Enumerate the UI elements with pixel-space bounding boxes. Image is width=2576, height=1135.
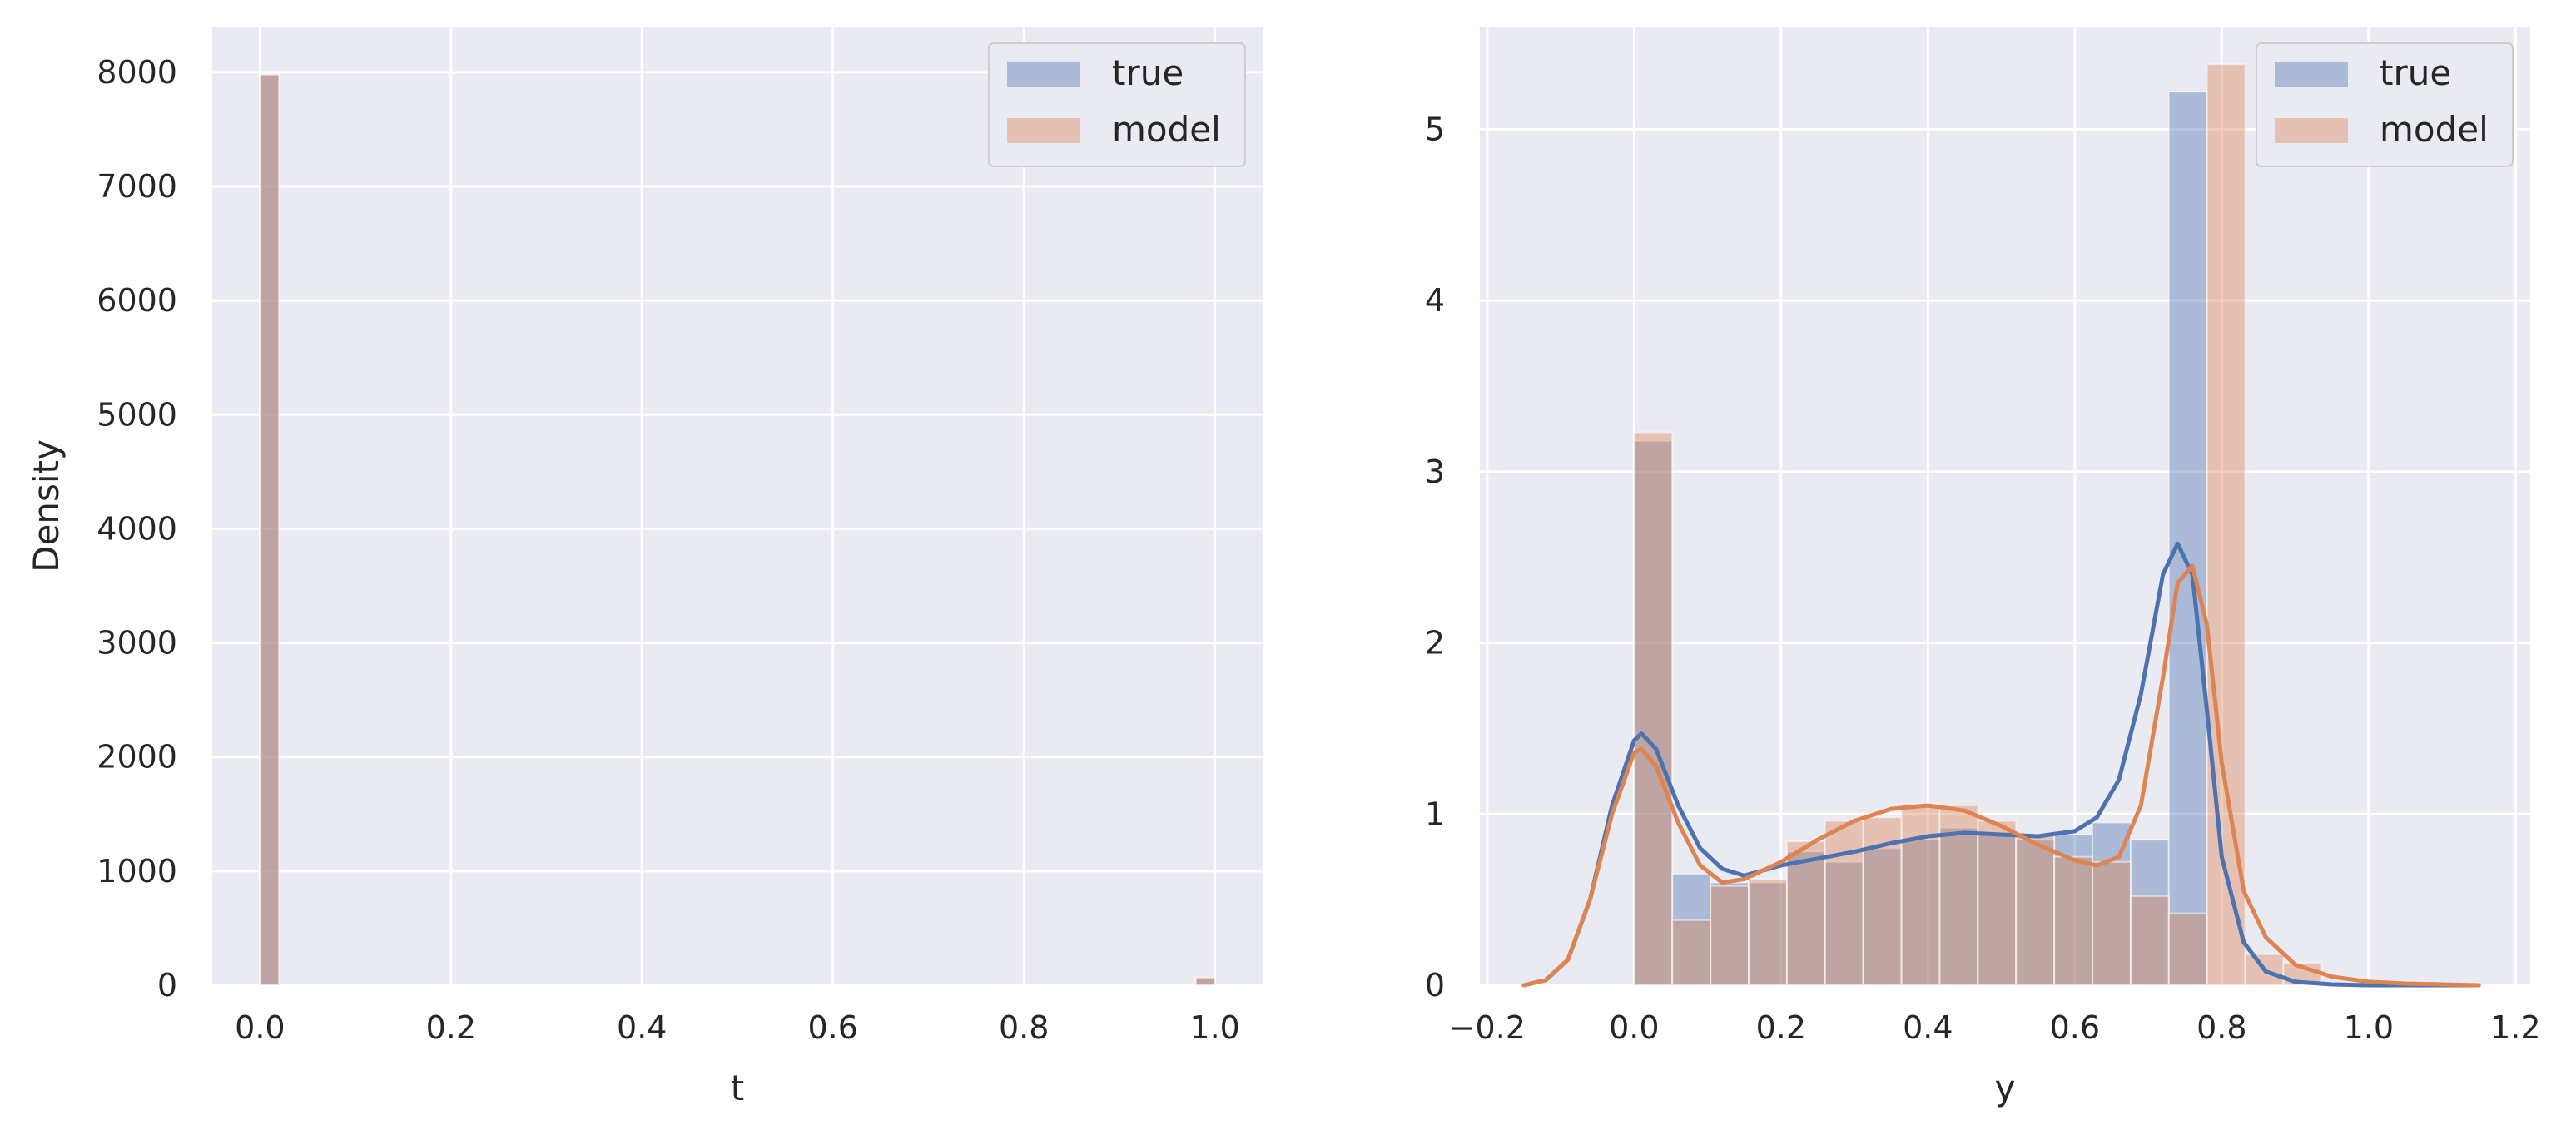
y-tick-label: 4000 (97, 510, 177, 547)
histogram-bar-true (1633, 439, 1674, 986)
histogram-bar-model (1977, 820, 2018, 986)
right-legend-label-true: true (2380, 52, 2451, 93)
x-tick-label: 0.2 (1756, 1009, 1806, 1046)
histogram-bar-model (1633, 431, 1674, 986)
y-tick-label: 1 (1425, 795, 1445, 832)
right-legend-swatch-true (2275, 62, 2348, 87)
right-x-axis-label: y (1995, 1068, 2016, 1108)
histogram-bar-model (259, 73, 280, 987)
histogram-bar-model (1194, 976, 1216, 987)
y-tick-label: 1000 (97, 853, 177, 890)
histogram-bar-model (1824, 820, 1864, 986)
y-tick-label: 6000 (97, 282, 177, 319)
y-tick-label: 0 (157, 967, 177, 1004)
y-tick-label: 4 (1425, 282, 1445, 319)
y-tick-label: 0 (1425, 967, 1445, 1004)
right-axes-background (1480, 27, 2530, 985)
y-tick-label: 8000 (97, 54, 177, 91)
left-x-axis-label: t (731, 1068, 744, 1108)
left-legend: true model (988, 42, 1246, 167)
y-tick-label: 3000 (97, 625, 177, 662)
histogram-bar-true (2129, 839, 2170, 987)
x-tick-label: −0.2 (1449, 1009, 1526, 1046)
right-bars (1633, 63, 2323, 987)
right-histogram-panel: 0 1 2 3 4 5 −0.2 0.0 0.2 0.4 0.6 0.8 1.0 1.2 y true … (1425, 27, 2541, 1108)
left-x-tick-labels: 0.0 0.2 0.4 0.6 0.8 1.0 (235, 1009, 1240, 1046)
histogram-bar-true (2167, 91, 2208, 987)
left-legend-label-model: model (1112, 109, 1221, 150)
x-tick-label: 0.0 (1609, 1009, 1659, 1046)
kde-line-true (1521, 541, 2481, 988)
x-tick-label: 0.4 (1903, 1009, 1953, 1046)
histogram-bar-model (2092, 860, 2132, 987)
x-tick-label: 0.8 (999, 1009, 1049, 1046)
x-tick-label: 0.2 (426, 1009, 476, 1046)
right-legend-swatch-model (2275, 118, 2348, 143)
x-tick-label: 0.8 (2196, 1009, 2246, 1046)
right-legend-label-model: model (2380, 109, 2489, 150)
y-tick-label: 3 (1425, 454, 1445, 490)
right-legend-frame (2256, 42, 2514, 167)
y-tick-label: 5 (1425, 111, 1445, 147)
histogram-bar-true (1748, 881, 1788, 986)
left-gridlines (212, 27, 1263, 987)
y-tick-label: 2 (1425, 625, 1445, 662)
histogram-bar-model (1785, 840, 1826, 987)
histogram-bar-model (2015, 833, 2056, 986)
histogram-bar-model (1748, 878, 1788, 987)
y-tick-label: 5000 (97, 396, 177, 433)
right-y-tick-labels: 0 1 2 3 4 5 (1425, 111, 1445, 1004)
left-y-tick-labels: 0 1000 2000 3000 4000 5000 6000 7000 8000 (97, 54, 177, 1004)
x-tick-label: 1.0 (2344, 1009, 2394, 1046)
histogram-bar-model (1671, 919, 1712, 987)
x-tick-label: 0.4 (617, 1009, 667, 1046)
histogram-bar-model (2206, 63, 2246, 986)
histogram-bar-model (2167, 912, 2208, 986)
histogram-bar-model (1900, 802, 1941, 987)
x-tick-label: 0.6 (2050, 1009, 2100, 1046)
x-tick-label: 1.0 (1189, 1009, 1239, 1046)
histogram-bar-true (1938, 826, 1979, 986)
left-legend-swatch-true (1007, 62, 1080, 87)
x-tick-label: 0.0 (235, 1009, 285, 1046)
histogram-bar-model (2053, 855, 2094, 986)
left-legend-swatch-model (1007, 118, 1080, 143)
right-x-tick-labels: −0.2 0.0 0.2 0.4 0.6 0.8 1.0 1.2 (1449, 1009, 2541, 1046)
histogram-bar-model (1710, 885, 1750, 986)
x-tick-label: 1.2 (2490, 1009, 2540, 1046)
left-legend-label-true: true (1112, 52, 1184, 93)
histogram-bar-model (2129, 895, 2170, 986)
left-axes-background (212, 27, 1263, 985)
y-tick-label: 7000 (97, 168, 177, 205)
left-bars (259, 73, 1216, 987)
right-legend: true model (2256, 42, 2514, 167)
left-legend-frame (988, 42, 1246, 167)
right-kde-curves (1521, 541, 2481, 988)
y-tick-label: 2000 (97, 739, 177, 776)
left-histogram-panel: 0 1000 2000 3000 4000 5000 6000 7000 8000 0.0 0.2… (26, 27, 1263, 1108)
left-y-axis-label: Density (26, 439, 67, 572)
kde-line-model (1521, 563, 2481, 988)
x-tick-label: 0.6 (808, 1009, 858, 1046)
